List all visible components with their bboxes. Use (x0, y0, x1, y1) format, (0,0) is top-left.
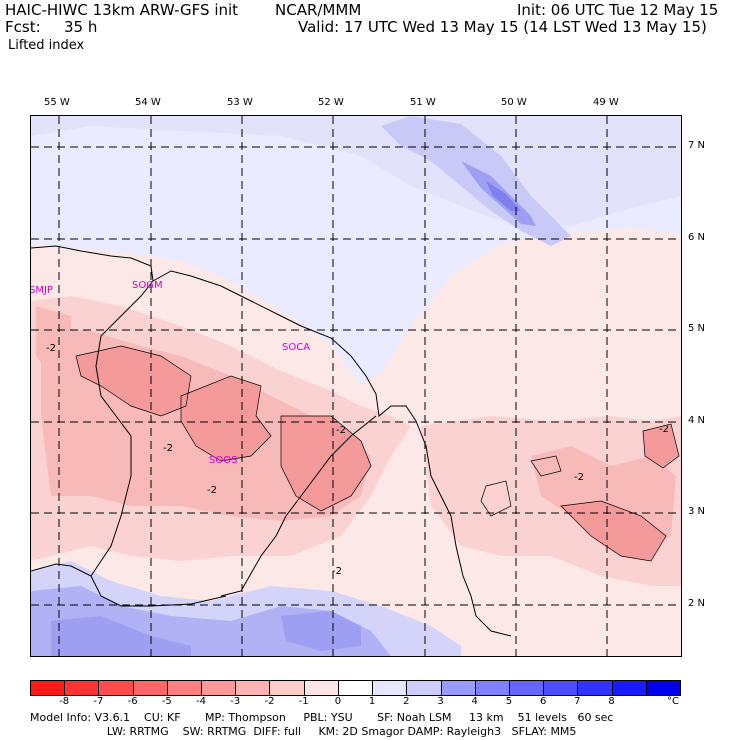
contour-label: -2 (336, 425, 346, 436)
colorbar-swatch (30, 680, 65, 696)
lat-label: 4 N (688, 415, 706, 426)
colorbar-swatch (440, 680, 475, 696)
colorbar-swatch (577, 680, 612, 696)
lat-label: 5 N (688, 323, 706, 334)
colorbar-swatch (166, 680, 202, 696)
valid-time: Valid: 17 UTC Wed 13 May 15 (14 LST Wed … (298, 18, 707, 36)
colorbar-swatch (303, 680, 338, 696)
colorbar-swatch (98, 680, 133, 696)
colorbar-tick-label: 3 (437, 696, 444, 707)
convective-cell (643, 424, 679, 468)
colorbar-tick-label: -7 (93, 696, 104, 707)
field-name: Lifted index (8, 38, 85, 53)
colorbar-tick-label: -6 (127, 696, 138, 707)
colorbar-swatch (132, 680, 167, 696)
colorbar-tick-label: -5 (161, 696, 172, 707)
lon-label: 55 W (44, 97, 70, 108)
colorbar-tick-label: 4 (471, 696, 478, 707)
contour-label: -2 (163, 443, 173, 454)
colorbar-swatch (235, 680, 270, 696)
contour-label: -2 (574, 472, 584, 483)
station-label: SMJP (31, 285, 53, 296)
convective-cell (561, 501, 666, 561)
colorbar-swatch (543, 680, 578, 696)
lat-label: 6 N (688, 232, 706, 243)
stable-zone-south-3 (281, 611, 361, 651)
convective-cell (181, 376, 271, 461)
contour-minus-2 (75, 345, 680, 562)
colorbar-tick-label: 2 (403, 696, 410, 707)
colorbar-swatch (372, 680, 407, 696)
lat-label: 7 N (688, 140, 706, 151)
lon-label: 54 W (135, 97, 161, 108)
lat-label: 2 N (688, 598, 706, 609)
contour-label: -2 (207, 485, 217, 496)
model-info-line-1: Model Info: V3.6.1 CU: KF MP: Thompson P… (30, 711, 614, 724)
contour-label: -2 (659, 424, 669, 435)
stable-zone-south-3 (51, 616, 191, 656)
init-time: Init: 06 UTC Tue 12 May 15 (517, 1, 719, 19)
colorbar-unit: °C (667, 696, 679, 707)
colorbar-tick-label: -2 (264, 696, 275, 707)
lon-label: 52 W (318, 97, 344, 108)
map-svg: SMJP SOGM SOCA SOOS -2 -2 -2 -2 -2 -2 -2 (31, 116, 681, 656)
colorbar-swatch (508, 680, 544, 696)
center-label: NCAR/MMM (275, 1, 362, 19)
colorbar-tick-label: -8 (59, 696, 70, 707)
lat-label: 3 N (688, 506, 706, 517)
colorbar-swatch (645, 680, 681, 696)
station-label: SOCA (282, 342, 310, 353)
convective-cell (281, 416, 371, 511)
colorbar-tick-label: 8 (608, 696, 615, 707)
colorbar-swatch (474, 680, 509, 696)
lon-label: 49 W (593, 97, 619, 108)
convective-cell (76, 346, 191, 416)
lon-label: 50 W (501, 97, 527, 108)
colorbar-swatch (64, 680, 99, 696)
station-label: SOGM (132, 280, 163, 291)
unstable-zone-edge (36, 306, 71, 376)
colorbar-swatch (201, 680, 236, 696)
contour-label: -2 (46, 343, 56, 354)
colorbar-tick-label: 6 (539, 696, 547, 707)
colorbar-swatch (611, 680, 646, 696)
station-label: SOOS (209, 455, 237, 466)
lifted-index-map: SMJP SOGM SOCA SOOS -2 -2 -2 -2 -2 -2 -2 (30, 115, 682, 657)
contour-label: -2 (332, 566, 342, 577)
lat-lon-grid (31, 116, 681, 656)
colorbar-tick-label: 0 (334, 696, 342, 707)
stable-core-2 (486, 181, 521, 211)
colorbar-tick-label: -4 (196, 696, 207, 707)
lon-label: 51 W (410, 97, 436, 108)
forecast-label: Fcst: (5, 18, 41, 36)
colorbar-tick-label: -3 (230, 696, 241, 707)
colorbar-swatch (337, 680, 373, 696)
model-title: HAIC-HIWC 13km ARW-GFS init (5, 1, 239, 19)
colorbar-swatch (269, 680, 304, 696)
colorbar-tick-label: 7 (574, 696, 581, 707)
colorbar-tick-label: 1 (368, 696, 376, 707)
forecast-hours: 35 h (64, 18, 98, 36)
colorbar-tick-label: -1 (298, 696, 309, 707)
model-info-line-2: LW: RRTMG SW: RRTMG DIFF: full KM: 2D Sm… (30, 725, 577, 738)
colorbar-tick-label: 5 (505, 696, 513, 707)
coastline (31, 245, 512, 637)
lon-label: 53 W (227, 97, 253, 108)
colorbar-swatch (406, 680, 441, 696)
